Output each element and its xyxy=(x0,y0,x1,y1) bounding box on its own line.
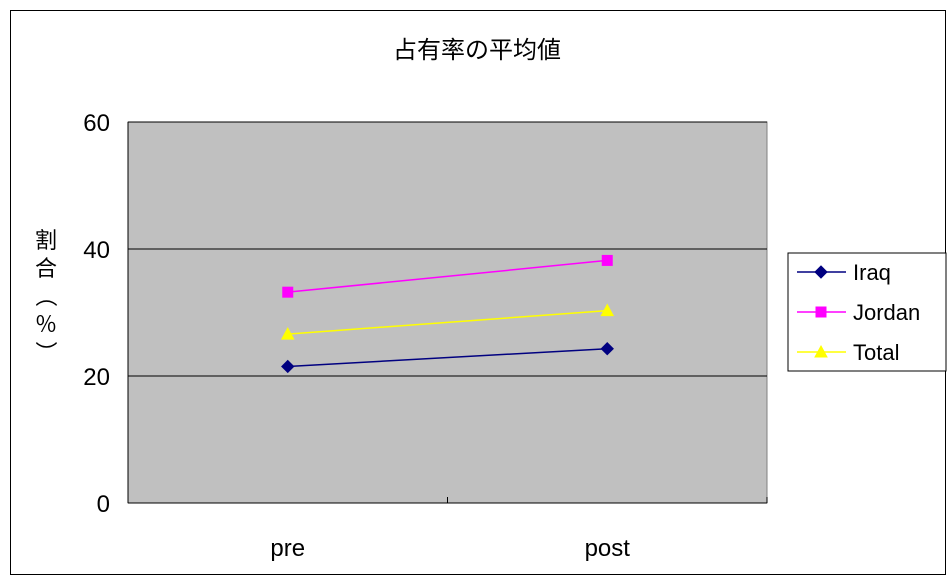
y-axis-label: 割合 （ ％ ） xyxy=(32,229,57,363)
legend-label: Jordan xyxy=(853,300,920,325)
data-point xyxy=(600,341,614,356)
series-lines xyxy=(280,254,615,374)
legend-item-jordan: Jordan xyxy=(797,300,920,325)
series-iraq xyxy=(281,341,614,374)
y-tick-labels: 0 20 40 60 xyxy=(83,110,110,518)
y-axis-label-char: ％ xyxy=(35,313,57,338)
x-tick-label: post xyxy=(585,535,631,562)
legend: Iraq Jordan Total xyxy=(787,252,947,372)
y-axis-label-char: （ xyxy=(32,285,57,307)
legend-marker xyxy=(814,344,828,358)
y-tick-label: 60 xyxy=(83,110,110,137)
data-point xyxy=(601,254,613,266)
chart-title: 占有率の平均値 xyxy=(393,36,561,64)
x-tick-labels: pre post xyxy=(270,535,630,562)
series-line xyxy=(287,347,608,368)
series-total xyxy=(280,303,615,340)
legend-label: Total xyxy=(853,340,899,365)
y-tick-label: 0 xyxy=(97,491,110,518)
legend-marker xyxy=(815,306,827,318)
y-axis-label-char: 割 xyxy=(35,229,57,254)
legend-label: Iraq xyxy=(853,260,891,285)
data-point xyxy=(600,303,615,317)
series-jordan xyxy=(282,254,613,298)
series-line xyxy=(287,309,608,335)
y-axis-label-char: 合 xyxy=(35,257,57,282)
legend-item-iraq: Iraq xyxy=(797,260,891,285)
y-axis-label-char: ） xyxy=(32,341,57,363)
legend-marker xyxy=(814,265,828,279)
gridlines xyxy=(128,121,767,377)
y-tick-label: 20 xyxy=(83,364,110,391)
data-point xyxy=(280,327,295,340)
x-tick-label: pre xyxy=(270,535,305,562)
data-point xyxy=(281,359,295,374)
y-tick-label: 40 xyxy=(83,237,110,264)
legend-item-total: Total xyxy=(797,340,899,365)
series-line xyxy=(287,259,608,293)
axes xyxy=(127,122,768,504)
data-point xyxy=(282,286,294,298)
plot-area xyxy=(127,121,768,504)
